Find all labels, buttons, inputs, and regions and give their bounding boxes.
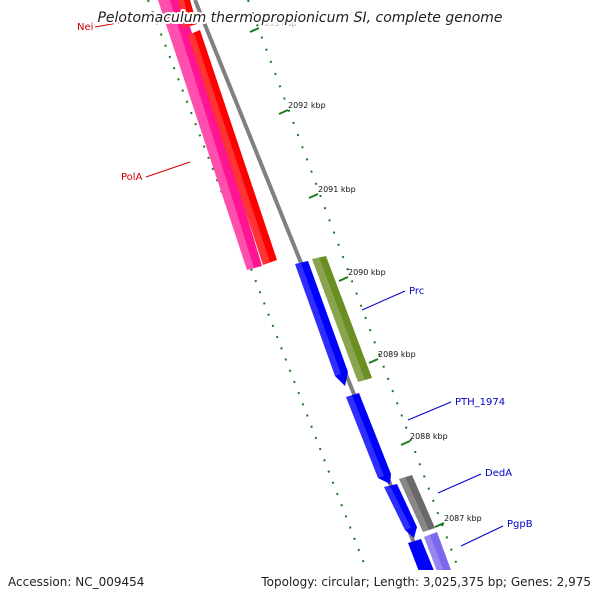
gene-label-prc-text: Prc <box>409 286 424 297</box>
map-title: Pelotomaculum thermopropionicum SI, comp… <box>97 10 502 26</box>
tick-0: 2093 kbp <box>249 19 297 33</box>
gene-label-pth1974-text: PTH_1974 <box>455 397 505 408</box>
gene-label-polA-text: PolA <box>121 172 143 183</box>
tick-track <box>247 0 460 570</box>
tick-4: 2089 kbp <box>368 350 416 364</box>
tick-3: 2090 kbp <box>338 268 386 282</box>
tick-label: 2093 kbp <box>259 19 297 28</box>
feature-red-large[interactable] <box>188 30 277 265</box>
accession-text: Accession: NC_009454 <box>8 575 145 589</box>
gene-label-pgpB-text: PgpB <box>507 519 533 530</box>
gene-label-dedA[interactable]: DedA <box>437 468 512 494</box>
tick-5: 2088 kbp <box>400 432 448 446</box>
feature-pth1974[interactable] <box>346 393 391 484</box>
feature-gray[interactable] <box>399 475 435 532</box>
scale-ticks: 2093 kbp 2092 kbp 2091 kbp 2090 kbp 2089 kbp… <box>249 19 482 528</box>
tick-6: 2087 kbp <box>434 514 482 528</box>
tick-label: 2092 kbp <box>288 101 326 110</box>
gene-label-pgpB[interactable]: PgpB <box>460 519 533 547</box>
inner-dotted-track <box>147 0 368 570</box>
gene-label-dedA-text: DedA <box>485 468 512 479</box>
gene-label-nei-text: Nei <box>77 22 93 33</box>
tick-2: 2091 kbp <box>308 185 356 199</box>
tick-1: 2092 kbp <box>278 101 326 115</box>
feature-blue-1[interactable] <box>295 261 348 386</box>
feature-pgpB[interactable] <box>424 532 462 600</box>
feature-nei[interactable] <box>178 0 197 28</box>
gene-label-polA[interactable]: PolA <box>121 161 191 183</box>
genome-summary-text: Topology: circular; Length: 3,025,375 bp… <box>261 575 591 589</box>
tick-label: 2091 kbp <box>318 185 356 194</box>
gene-label-nei[interactable]: Nei <box>77 11 181 33</box>
feature-blue-2[interactable] <box>408 539 446 600</box>
tick-label: 2088 kbp <box>410 432 448 441</box>
feature-polA[interactable] <box>158 0 262 270</box>
tick-label: 2087 kbp <box>444 514 482 523</box>
tick-label: 2089 kbp <box>378 350 416 359</box>
tick-label: 2090 kbp <box>348 268 386 277</box>
gene-label-pth1974[interactable]: PTH_1974 <box>407 397 505 421</box>
gene-label-prc[interactable]: Prc <box>361 286 424 311</box>
feature-dedA[interactable] <box>384 484 417 538</box>
feature-prc[interactable] <box>312 256 372 382</box>
